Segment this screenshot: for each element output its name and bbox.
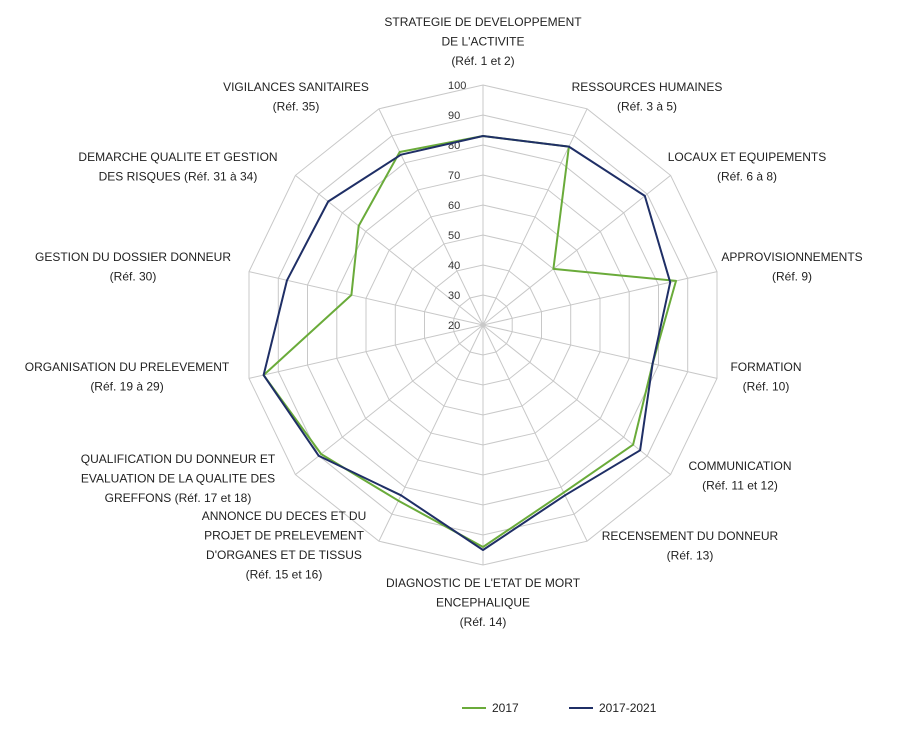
category-label: FORMATION (Réf. 10) [730, 360, 801, 394]
grid-spoke [482, 271, 718, 326]
tick-label: 90 [448, 110, 460, 122]
series-2017-point [397, 500, 399, 502]
series-2017-2021-point [400, 154, 402, 156]
tick-label: 50 [448, 230, 460, 242]
series-2017-point [563, 492, 565, 494]
series-2017-2021-point [482, 549, 484, 551]
series-2017-point [632, 444, 634, 446]
series-2017-2021-point [286, 279, 288, 281]
category-label: GESTION DU DOSSIER DONNEUR (Réf. 30) [35, 250, 231, 284]
series-2017-point [552, 268, 555, 270]
category-label: STRATEGIE DE DEVELOPPEMENT DE L'ACTIVITE(… [384, 15, 582, 68]
series-2017-point [350, 294, 352, 296]
grid-spoke [248, 324, 484, 379]
legend-label: 2017-2021 [599, 701, 657, 715]
series-2017-2021-point [639, 449, 641, 451]
series-2017-2021-point [669, 281, 671, 283]
grid-spoke [482, 108, 588, 326]
legend-label: 2017 [492, 701, 519, 715]
tick-label: 100 [448, 80, 466, 92]
series-2017-point [399, 151, 401, 153]
grid-spoke [482, 324, 718, 379]
tick-label: 40 [448, 260, 460, 272]
category-label: LOCAUX ET EQUIPEMENTS (Réf. 6 à 8) [668, 150, 826, 184]
tick-label: 60 [448, 200, 460, 212]
series-2017-2021-point [564, 494, 566, 496]
category-label: VIGILANCES SANITAIRES (Réf. 35) [223, 80, 369, 114]
category-label: DEMARCHE QUALITE ET GESTION DES RISQUES (… [78, 150, 277, 184]
grid-spoke [482, 324, 671, 475]
grid-spoke [378, 324, 484, 542]
grid-spoke [482, 324, 588, 542]
category-labels: STRATEGIE DE DEVELOPPEMENT DE L'ACTIVITE(… [25, 15, 863, 629]
series-2017-2021-point [318, 455, 320, 457]
category-label: ORGANISATION DU PRELEVEMENT (Réf. 19 à 29… [25, 360, 230, 394]
series-2017-2021-point [327, 200, 329, 203]
series-2017-2021-point [263, 374, 265, 376]
category-label: ANNONCE DU DECES ET DU PROJET DE PRELEVEM… [202, 509, 366, 582]
radar-series [262, 135, 677, 551]
series-2017-point [675, 280, 677, 282]
grid-spoke [482, 175, 671, 326]
category-label: RESSOURCES HUMAINES (Réf. 3 à 5) [572, 80, 723, 114]
grid-spoke [295, 175, 484, 326]
category-label: DIAGNOSTIC DE L'ETAT DE MORT ENCEPHALIQUE… [386, 576, 581, 629]
grid-spoke [378, 108, 484, 326]
series-2017-point [482, 546, 484, 548]
category-label: QUALIFICATION DU DONNEUR ET EVALUATION DE… [81, 452, 276, 505]
category-label: APPROVISIONNEMENTS (Réf. 9) [721, 250, 862, 284]
series-2017-2021-point [568, 146, 570, 148]
series-2017-2021-point [400, 494, 402, 496]
category-label: RECENSEMENT DU DONNEUR (Réf. 13) [602, 529, 779, 563]
series-2017-2021-point [644, 195, 646, 197]
tick-label: 70 [448, 170, 460, 182]
tick-label: 30 [448, 290, 460, 302]
legend: 2017 2017-2021 [462, 701, 657, 715]
series-2017-2021-point [652, 363, 654, 365]
series-2017-2021-point [482, 135, 484, 137]
tick-label: 20 [448, 320, 460, 332]
category-label: COMMUNICATION (Réf. 11 et 12) [688, 459, 791, 493]
series-2017-point [358, 225, 360, 227]
grid-spoke [295, 324, 484, 475]
series-2017-point [320, 453, 322, 455]
series-2017-line [262, 135, 677, 548]
